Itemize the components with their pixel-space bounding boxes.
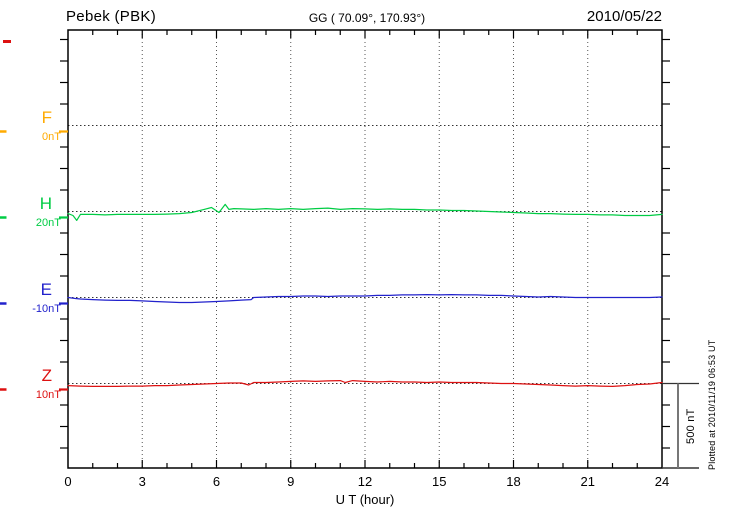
trace-Z	[67, 380, 663, 387]
component-letter-E: E	[40, 279, 52, 299]
plot-credit-text: Plotted at 2010/11/19 06:53 UT	[707, 339, 717, 470]
component-baseline-value-E: -10nT	[32, 302, 61, 315]
x-tick-label-6: 6	[212, 474, 221, 489]
x-tick-label-18: 18	[506, 474, 521, 489]
station-title: Pebek (PBK)	[66, 8, 157, 25]
x-axis-title: U T (hour)	[335, 492, 395, 507]
geographic-coordinates: GG ( 70.09°, 170.93°)	[308, 11, 426, 25]
trace-E	[67, 294, 663, 304]
x-tick-label-12: 12	[357, 474, 373, 489]
component-baseline-value-H: 20nT	[35, 216, 61, 229]
component-letter-H: H	[39, 193, 52, 213]
scale-bar-label: 500 nT	[685, 408, 697, 444]
x-tick-label-9: 9	[287, 474, 295, 489]
component-baseline-value-F: 0nT	[42, 130, 61, 143]
component-letter-F: F	[41, 107, 52, 127]
x-tick-label-15: 15	[432, 474, 447, 489]
plot-date: 2010/05/22	[586, 8, 662, 25]
x-tick-label-21: 21	[580, 474, 595, 489]
x-tick-label-24: 24	[654, 474, 670, 489]
trace-H	[67, 203, 663, 221]
component-letter-Z: Z	[41, 365, 52, 385]
x-tick-label-3: 3	[138, 474, 146, 489]
component-baseline-value-Z: 10nT	[35, 388, 61, 401]
x-tick-label-0: 0	[64, 474, 72, 489]
